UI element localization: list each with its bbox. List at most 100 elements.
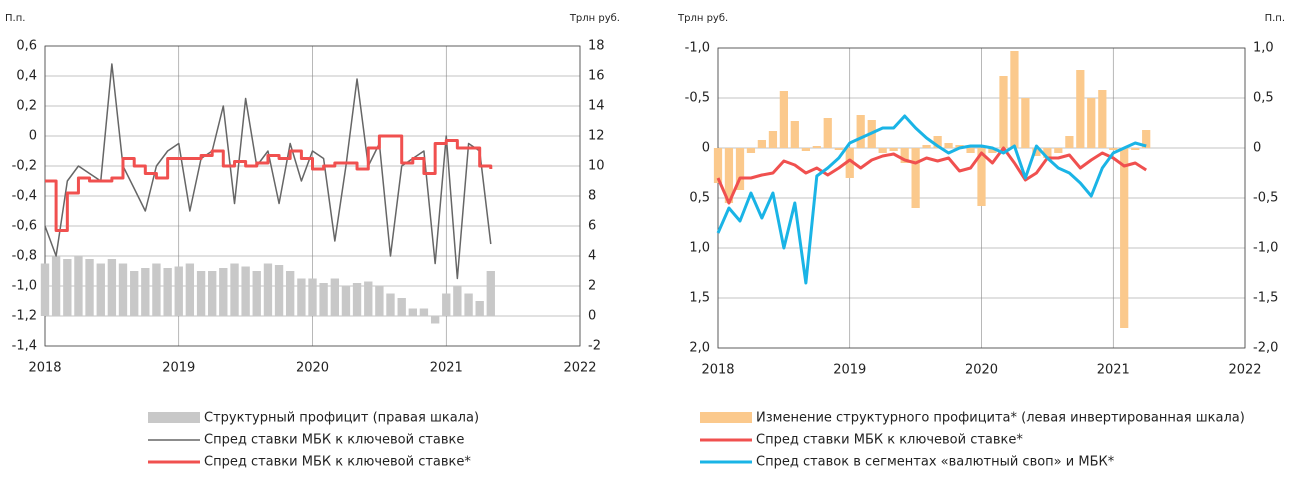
y-tick-label: -0,2 [12,159,37,174]
bar [51,256,61,316]
x-tick-label: 2022 [563,361,596,376]
y-tick-label: -1,4 [12,339,37,354]
bar [330,278,340,316]
y-tick-label: -0,6 [12,219,37,234]
bar [757,140,766,148]
bar [1065,136,1074,148]
y2-tick-label: -1,5 [1253,291,1278,306]
bar [263,263,273,316]
y2-tick-label: 1,0 [1253,41,1274,56]
bar [922,145,931,148]
bar [375,286,384,316]
bar [1131,148,1140,150]
legend-label: Спред ставки МБК к ключевой ставке [204,433,464,448]
bar [1010,51,1019,148]
x-tick-label: 2021 [430,361,463,376]
y-tick-label: 0 [702,141,710,156]
line [716,146,1147,205]
bar [274,265,284,316]
bar [746,148,756,153]
legend-label: Спред ставки МБК к ключевой ставке* [204,455,471,470]
bar [453,286,462,316]
y2-tick-label: 18 [588,39,605,54]
y-tick-label: 0,5 [689,191,710,206]
plot-frame [44,45,581,347]
y2-axis-title: П.п. [1265,13,1285,24]
legend-label: Изменение структурного профицита* (левая… [756,411,1245,426]
bar [219,268,228,316]
y-tick-label: -1,0 [685,41,710,56]
bar [779,91,788,148]
y-tick-label: 0,2 [16,99,37,114]
x-tick-label: 2018 [28,361,61,376]
x-tick-label: 2018 [701,363,734,378]
bar [889,148,898,151]
bar [486,271,495,316]
bar [1120,148,1129,328]
bar [1109,148,1118,150]
y2-tick-label: 8 [588,189,596,204]
bar [241,266,250,316]
y-tick-label: -0,4 [12,189,37,204]
bar [174,266,183,316]
bar [40,263,50,316]
x-tick-label: 2020 [296,361,329,376]
x-tick-label: 2019 [833,363,866,378]
bar [397,298,406,316]
y2-tick-label: -2 [588,339,601,354]
bar [252,271,261,316]
y-tick-label: 0,4 [16,69,37,84]
bar [878,148,887,153]
bar [364,281,373,316]
bar [790,121,799,148]
y-tick-label: 0,6 [16,39,37,54]
plot-frame [717,47,1246,349]
bar [185,263,195,316]
x-tick-label: 2019 [162,361,195,376]
bar [768,131,778,148]
bar [118,263,128,316]
bar [230,263,239,316]
legend-label: Спред ставки МБК к ключевой ставке* [756,433,1023,448]
bar [141,268,150,316]
bar [1043,148,1052,158]
bar [74,256,83,316]
bar [386,293,395,316]
bar [724,148,734,203]
x-tick-label: 2022 [1228,363,1261,378]
bar [944,143,953,148]
bar [475,301,484,316]
bar [977,148,986,206]
bar [63,259,72,316]
y-tick-label: -1,2 [12,309,37,324]
bar [163,268,172,316]
bar [1054,148,1063,153]
y2-tick-label: -0,5 [1253,191,1278,206]
bar [107,259,117,316]
bar [823,118,832,148]
bar [96,263,105,316]
bar [308,278,317,316]
y-tick-label: 0 [29,129,37,144]
y2-tick-label: 0,5 [1253,91,1274,106]
y-tick-label: -1,0 [12,279,37,294]
bar [713,148,723,183]
line [45,134,493,232]
bar [408,308,417,316]
bar [801,148,810,151]
bar [152,263,161,316]
bar [933,136,942,148]
y2-tick-label: 10 [588,159,605,174]
bar [900,148,909,163]
y2-tick-label: 0 [588,309,596,324]
bar [352,283,362,316]
bar [735,148,745,190]
bar [999,76,1008,148]
legend-label: Структурный профицит (правая шкала) [204,411,479,426]
y-tick-label: -0,8 [12,249,37,264]
y2-tick-label: 4 [588,249,596,264]
bar [319,283,328,316]
bar [1098,90,1107,148]
legend-swatch [148,412,200,423]
